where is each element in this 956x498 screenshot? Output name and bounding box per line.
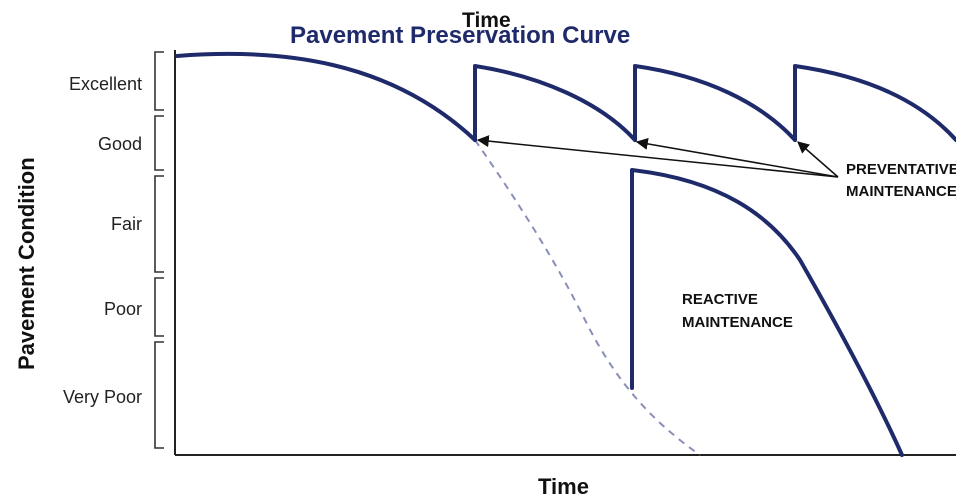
reactive-treatment-curve: [630, 168, 904, 457]
preventative-arrow-3: [797, 141, 839, 178]
bracket-poor: [154, 277, 164, 337]
preventative-treatment-curve-3: [793, 64, 956, 142]
preventative-treatment-curve-2: [633, 64, 797, 142]
preventative-arrow-2: [635, 137, 839, 178]
x-axis-title: Time: [538, 474, 589, 498]
level-label-very-poor: Very Poor: [63, 387, 142, 407]
preventative-maintenance-label-line1: PREVENTATIVE: [846, 161, 956, 178]
bracket-excellent: [154, 51, 164, 111]
bracket-fair: [154, 175, 164, 273]
preventative-arrow-1: [476, 135, 839, 178]
reactive-maintenance-label-line1: REACTIVE: [682, 291, 758, 308]
initial-deterioration-curve: [175, 51, 477, 142]
level-label-good: Good: [98, 134, 142, 154]
untreated-deterioration-curve: [474, 139, 701, 456]
level-label-fair: Fair: [111, 214, 142, 234]
top-clipped-time-label: Time: [462, 9, 511, 32]
level-label-excellent: Excellent: [69, 74, 142, 94]
diagram-title: Pavement Preservation Curve: [290, 22, 630, 49]
reactive-maintenance-label-line2: MAINTENANCE: [682, 314, 793, 331]
bracket-very-poor: [154, 341, 164, 449]
preventative-treatment-curve-1: [473, 64, 637, 142]
preventative-maintenance-label-line2: MAINTENANCE: [846, 183, 956, 200]
level-label-poor: Poor: [104, 299, 142, 319]
bracket-good: [154, 115, 164, 171]
y-axis-title: Pavement Condition: [14, 157, 39, 370]
